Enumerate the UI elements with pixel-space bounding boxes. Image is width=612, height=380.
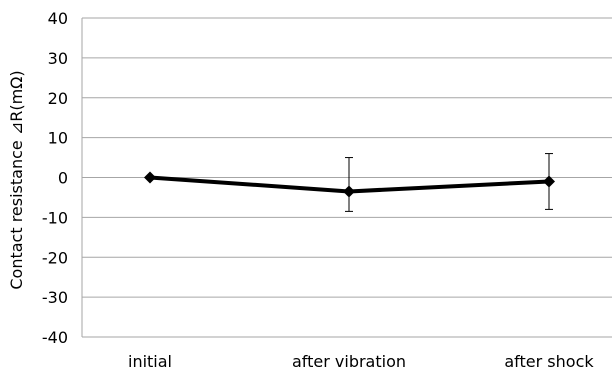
y-tick-label: 20 — [48, 89, 68, 108]
y-tick-label: -40 — [42, 328, 68, 347]
y-axis-title: Contact resistance ⊿R(mΩ) — [7, 70, 26, 289]
y-tick-labels: 40 30 20 10 0 -10 -20 -30 -40 — [42, 9, 68, 347]
x-category-label: initial — [128, 352, 172, 371]
y-tick-label: 10 — [48, 129, 68, 148]
y-tick-label: -10 — [42, 208, 68, 227]
y-tick-label: 0 — [58, 169, 68, 188]
y-tick-label: -30 — [42, 288, 68, 307]
x-category-labels: initial after vibration after shock — [128, 352, 594, 371]
y-tick-label: 30 — [48, 49, 68, 68]
data-point-marker — [543, 175, 555, 188]
data-point-marker — [343, 185, 355, 198]
gridlines — [81, 17, 612, 338]
data-point-marker — [144, 171, 156, 184]
x-category-label: after shock — [504, 352, 594, 371]
data-series — [144, 171, 555, 198]
x-category-label: after vibration — [292, 352, 406, 371]
y-tick-label: -20 — [42, 248, 68, 267]
y-tick-label: 40 — [48, 9, 68, 28]
